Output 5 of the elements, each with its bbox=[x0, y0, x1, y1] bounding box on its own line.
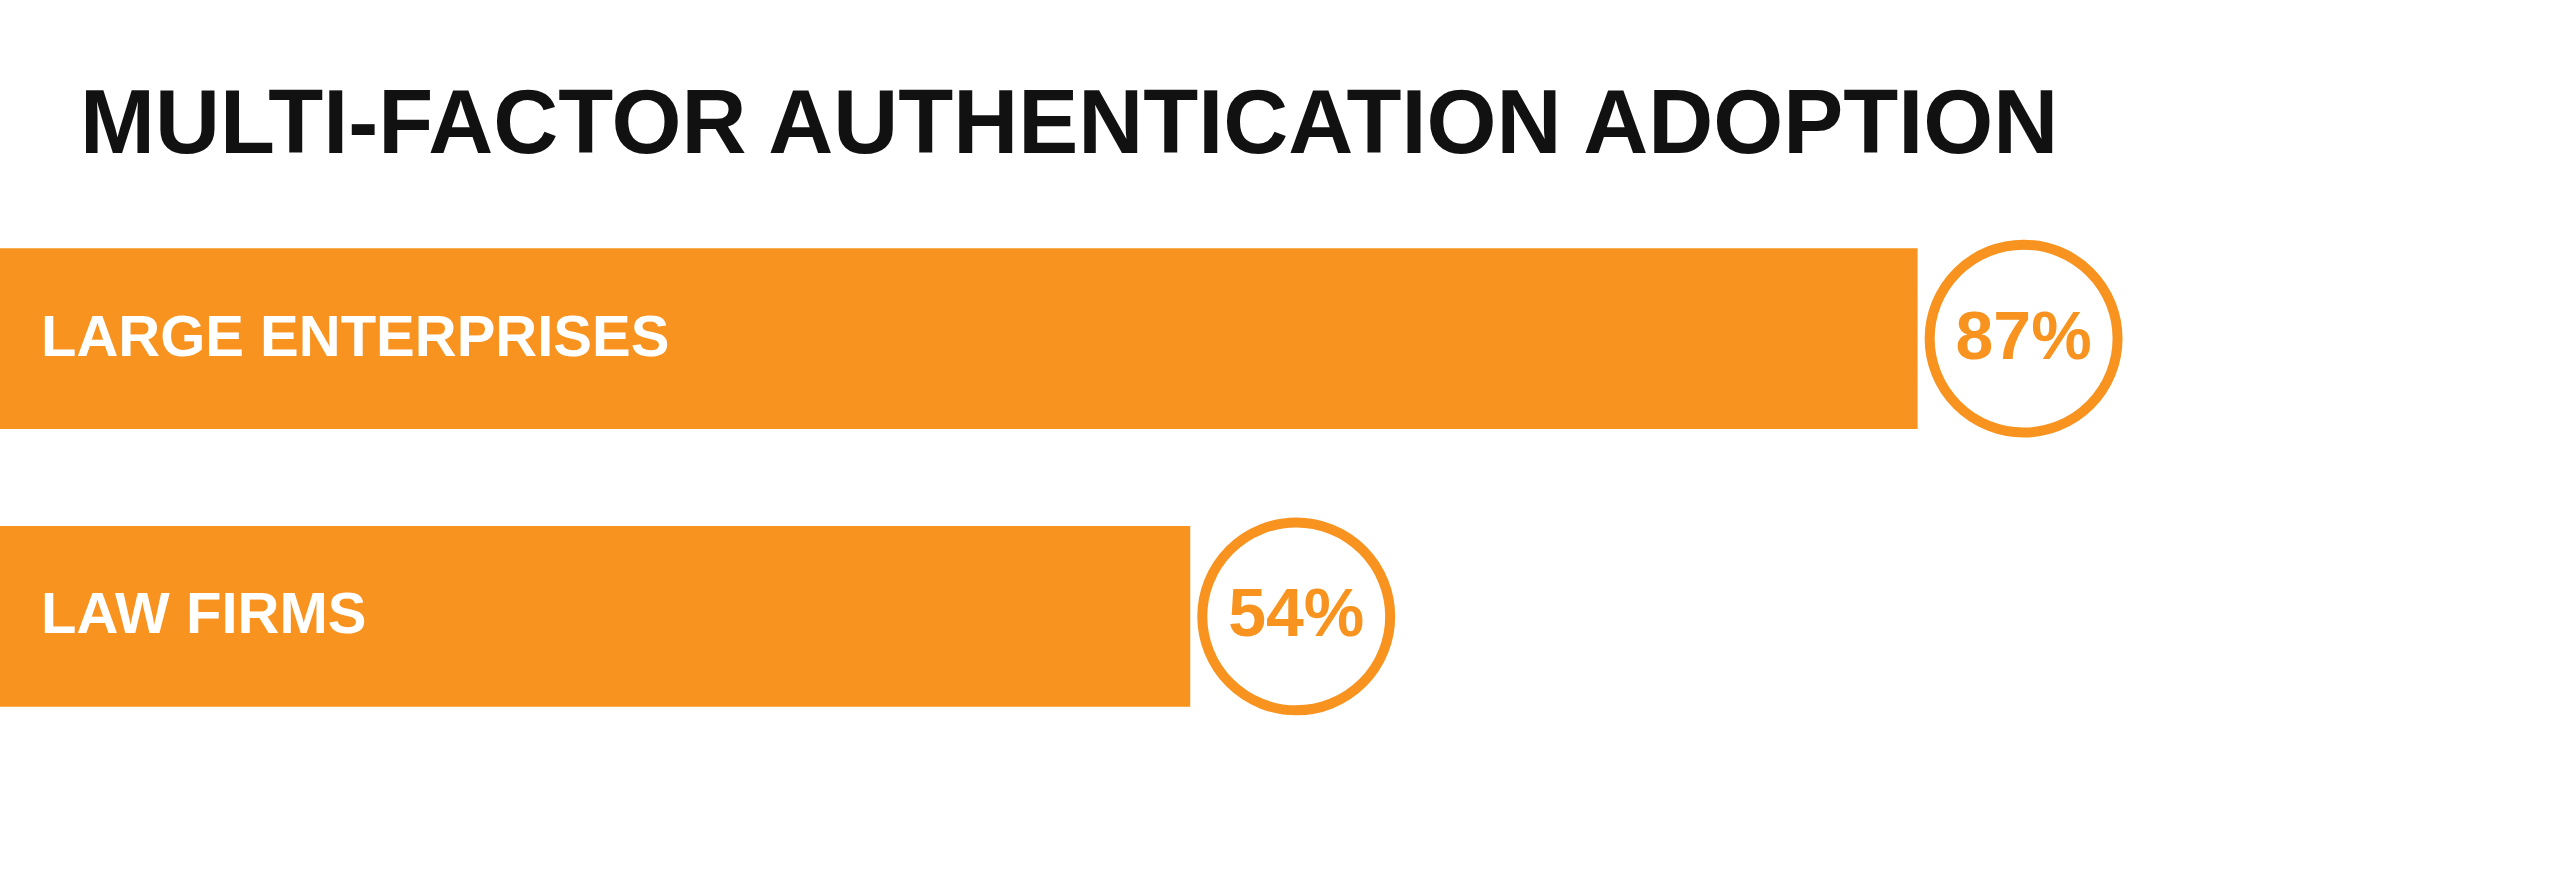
y-tick-label: LAW FIRMS bbox=[41, 580, 367, 646]
y-tick-label: LARGE ENTERPRISES bbox=[41, 302, 670, 368]
data-label: 54% bbox=[1228, 574, 1365, 651]
text: MULTI-FACTOR AUTHENTICATION ADOPTION bbox=[80, 72, 2059, 172]
data-label: 87% bbox=[1955, 296, 2092, 373]
